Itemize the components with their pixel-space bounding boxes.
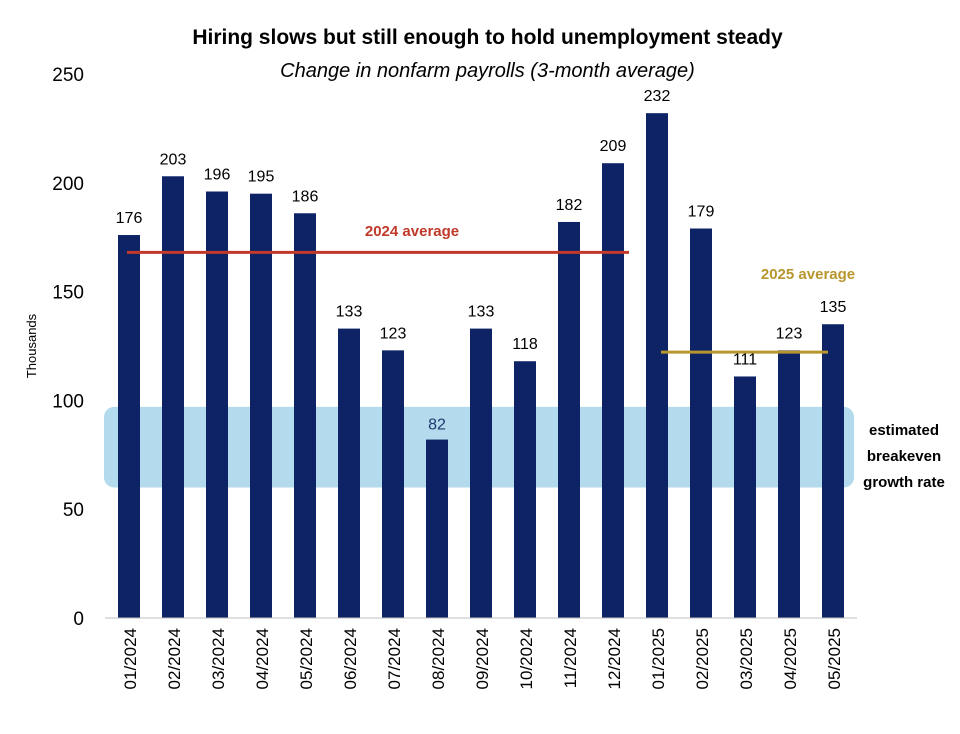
value-label: 133 [336,304,363,321]
x-tick-label: 05/2025 [825,628,844,689]
value-label: 179 [688,203,715,220]
y-tick-label: 200 [52,174,84,195]
x-tick-label: 02/2024 [165,628,184,689]
value-label: 209 [600,138,627,155]
bar-06-2024 [338,328,360,618]
x-tick-label: 06/2024 [341,628,360,689]
value-label: 123 [380,325,407,342]
bar-02-2025 [690,228,712,618]
bar-04-2024 [250,193,272,618]
value-label: 135 [820,299,847,316]
y-tick-label: 100 [52,391,84,412]
value-label: 196 [204,167,231,184]
x-tick-label: 03/2025 [737,628,756,689]
value-label: 232 [644,88,671,105]
x-tick-label: 09/2024 [473,628,492,689]
average-lines-layer: 2024 average 2025 average [127,223,855,354]
value-label: 111 [733,351,757,368]
bar-07-2024 [382,350,404,618]
x-tick-label: 03/2024 [209,628,228,689]
value-label: 182 [556,197,583,214]
bar-05-2025 [822,324,844,618]
value-label: 176 [116,210,143,227]
breakeven-note-line-2: breakeven [866,448,942,465]
y-axis-title: Thousands [24,313,39,378]
x-tick-label: 11/2024 [561,628,580,688]
x-tick-label: 01/2024 [121,628,140,689]
avg-2025-label: 2025 average [761,266,855,283]
bar-02-2024 [162,176,184,618]
bar-01-2025 [646,113,668,618]
x-tick-label: 02/2025 [693,628,712,689]
bar-03-2024 [206,191,228,618]
bar-10-2024 [514,361,536,618]
chart-subtitle: Change in nonfarm payrolls (3-month aver… [280,60,695,82]
avg-2024-label: 2024 average [365,223,459,240]
axis-layer: 0 50 100 150 200 250 Thousands 01/2024 02/2024 03… [24,65,857,689]
bar-11-2024 [558,221,580,618]
bar-03-2025 [734,376,756,618]
value-labels-layer: 176 203 196 195 186 133 123 82 133 118 182 209 232 17… [116,88,847,433]
x-tick-label: 01/2025 [649,628,668,689]
x-tick-label: 07/2024 [385,628,404,689]
value-label: 82 [428,417,446,434]
value-label: 186 [292,188,319,205]
bar-09-2024 [470,328,492,618]
y-tick-label: 150 [52,283,84,304]
breakeven-note-line-1: estimated [868,422,940,439]
y-tick-label: 250 [52,65,84,86]
bars-layer [118,113,844,619]
x-tick-label: 04/2024 [253,628,272,689]
x-tick-label: 08/2024 [429,628,448,689]
y-tick-label: 0 [73,609,84,630]
bar-01-2024 [118,235,140,619]
value-label: 203 [160,151,187,168]
y-tick-label: 50 [63,500,84,521]
value-label: 133 [468,304,495,321]
bar-05-2024 [294,213,316,619]
x-tick-label: 05/2024 [297,628,316,689]
breakeven-note: estimated breakeven growth rate [848,418,960,496]
x-tick-label: 12/2024 [605,628,624,689]
bar-12-2024 [602,163,624,618]
x-tick-label: 10/2024 [517,628,536,689]
breakeven-note-line-3: growth rate [863,474,945,491]
value-label: 123 [776,325,803,342]
bar-04-2025 [778,350,800,618]
chart-title: Hiring slows but still enough to hold un… [192,26,783,49]
value-label: 118 [512,336,538,353]
x-tick-label: 04/2025 [781,628,800,689]
value-label: 195 [248,169,275,186]
bar-08-2024 [426,439,448,618]
